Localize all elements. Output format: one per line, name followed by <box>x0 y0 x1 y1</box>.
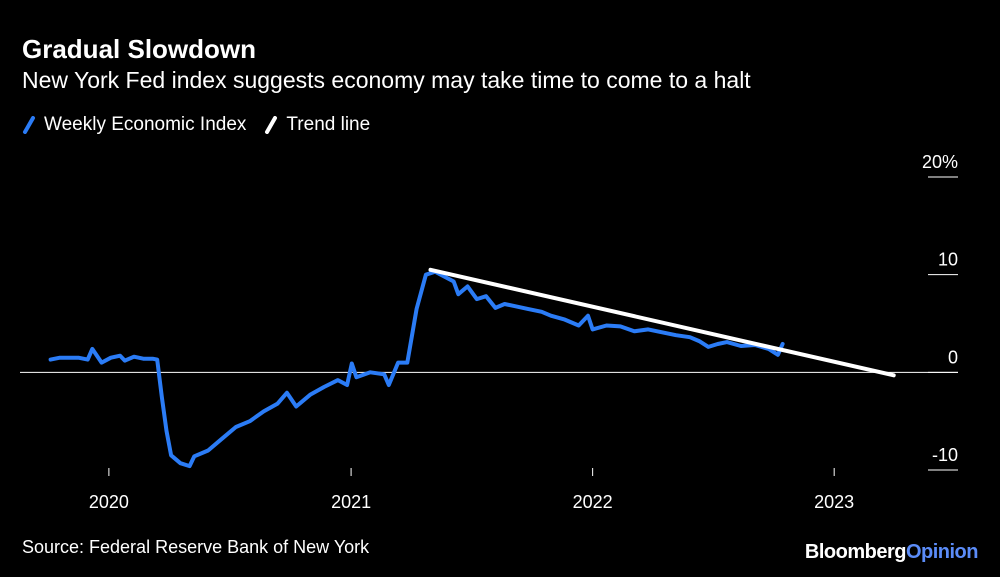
x-tick-label: 2020 <box>89 492 129 512</box>
y-tick-label: -10 <box>932 445 958 465</box>
series-line-weekly-economic-index <box>48 269 785 469</box>
x-tick-label: 2021 <box>331 492 371 512</box>
source-note: Source: Federal Reserve Bank of New York <box>22 537 370 557</box>
chart-title: Gradual Slowdown <box>22 34 257 64</box>
legend-swatch-blue <box>23 116 35 134</box>
legend-item-trend-line: Trend line <box>264 114 370 136</box>
y-tick-label: 10 <box>938 250 958 270</box>
y-tick-label: 20% <box>922 152 958 172</box>
legend-label-weekly-index: Weekly Economic Index <box>44 114 247 135</box>
x-tick-label: 2023 <box>814 492 854 512</box>
legend: Weekly Economic Index Trend line <box>22 114 388 136</box>
series-line-trend <box>428 267 896 378</box>
chart-subtitle: New York Fed index suggests economy may … <box>22 67 751 93</box>
legend-item-weekly-index: Weekly Economic Index <box>22 114 246 136</box>
y-tick-label: 0 <box>948 347 958 367</box>
legend-label-trend-line: Trend line <box>286 114 371 135</box>
legend-swatch-white <box>265 116 278 134</box>
bloomberg-opinion-logo: BloombergOpinion <box>804 541 979 563</box>
x-tick-label: 2022 <box>573 492 613 512</box>
